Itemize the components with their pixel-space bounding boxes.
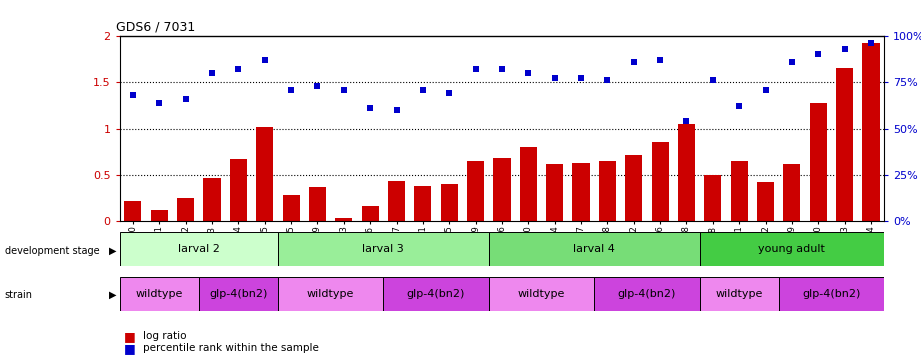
Bar xyxy=(730,161,748,221)
Bar xyxy=(651,142,669,221)
Bar xyxy=(700,232,884,266)
Bar xyxy=(278,277,383,311)
Bar xyxy=(862,43,880,221)
Bar xyxy=(489,232,700,266)
Point xyxy=(705,77,720,83)
Point xyxy=(547,76,562,81)
Text: larval 3: larval 3 xyxy=(363,244,404,254)
Point xyxy=(415,87,430,92)
Text: glp-4(bn2): glp-4(bn2) xyxy=(407,288,465,299)
Bar xyxy=(278,232,489,266)
Bar xyxy=(599,161,616,221)
Point xyxy=(758,87,773,92)
Text: wildtype: wildtype xyxy=(135,288,183,299)
Bar xyxy=(779,277,884,311)
Bar xyxy=(489,277,594,311)
Text: ▶: ▶ xyxy=(109,290,116,300)
Text: larval 2: larval 2 xyxy=(178,244,220,254)
Point xyxy=(732,104,747,109)
Point xyxy=(442,90,457,96)
Text: GDS6 / 7031: GDS6 / 7031 xyxy=(116,20,195,33)
Bar xyxy=(810,102,827,221)
Bar xyxy=(700,277,779,311)
Bar xyxy=(309,187,326,221)
Bar xyxy=(519,147,537,221)
Bar xyxy=(836,68,853,221)
Bar xyxy=(229,159,247,221)
Text: ■: ■ xyxy=(124,330,136,343)
Point xyxy=(837,46,852,51)
Text: larval 4: larval 4 xyxy=(573,244,615,254)
Point xyxy=(257,57,272,63)
Bar xyxy=(204,178,220,221)
Point xyxy=(231,66,246,72)
Point xyxy=(390,107,404,113)
Text: log ratio: log ratio xyxy=(143,331,186,341)
Bar xyxy=(335,218,353,221)
Point xyxy=(810,51,825,57)
Text: ▶: ▶ xyxy=(109,246,116,256)
Point xyxy=(310,83,325,89)
Point xyxy=(336,87,351,92)
Point xyxy=(284,87,298,92)
Point xyxy=(679,118,694,124)
Text: strain: strain xyxy=(5,290,32,300)
Point xyxy=(626,59,641,65)
Point xyxy=(179,96,193,102)
Point xyxy=(152,100,167,105)
Point xyxy=(521,70,536,76)
Text: young adult: young adult xyxy=(759,244,825,254)
Bar xyxy=(757,182,775,221)
Text: wildtype: wildtype xyxy=(518,288,565,299)
Bar xyxy=(124,201,142,221)
Bar xyxy=(546,164,564,221)
Text: percentile rank within the sample: percentile rank within the sample xyxy=(143,343,319,353)
Text: glp-4(bn2): glp-4(bn2) xyxy=(618,288,676,299)
Bar xyxy=(784,164,800,221)
Point xyxy=(600,77,614,83)
Bar xyxy=(120,232,278,266)
Bar xyxy=(151,210,168,221)
Text: glp-4(bn2): glp-4(bn2) xyxy=(802,288,860,299)
Bar xyxy=(199,277,278,311)
Bar xyxy=(625,155,642,221)
Bar xyxy=(573,163,589,221)
Point xyxy=(574,76,589,81)
Bar xyxy=(256,127,274,221)
Bar xyxy=(414,186,431,221)
Bar xyxy=(594,277,700,311)
Point xyxy=(653,57,668,63)
Bar xyxy=(283,195,299,221)
Point xyxy=(125,92,140,98)
Bar xyxy=(362,206,379,221)
Bar xyxy=(383,277,489,311)
Bar xyxy=(177,198,194,221)
Text: wildtype: wildtype xyxy=(716,288,763,299)
Text: ■: ■ xyxy=(124,342,136,355)
Bar xyxy=(494,158,510,221)
Point xyxy=(864,40,879,46)
Point xyxy=(468,66,483,72)
Point xyxy=(495,66,509,72)
Text: glp-4(bn2): glp-4(bn2) xyxy=(209,288,267,299)
Point xyxy=(363,105,378,111)
Text: wildtype: wildtype xyxy=(307,288,355,299)
Bar xyxy=(440,184,458,221)
Bar xyxy=(678,124,695,221)
Text: development stage: development stage xyxy=(5,246,99,256)
Bar xyxy=(467,161,484,221)
Bar xyxy=(388,181,405,221)
Bar xyxy=(705,175,721,221)
Point xyxy=(204,70,219,76)
Bar xyxy=(120,277,199,311)
Point xyxy=(785,59,799,65)
